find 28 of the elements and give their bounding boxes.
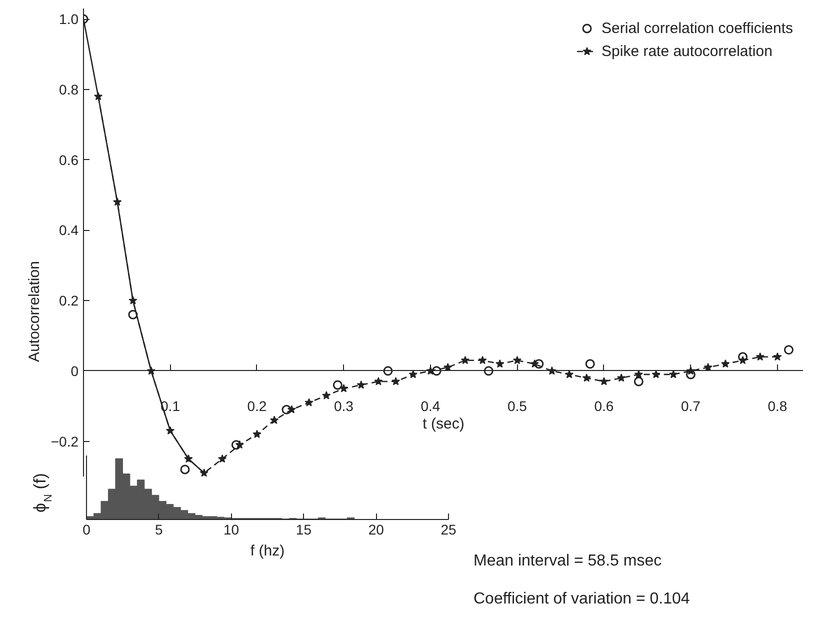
x-tick-label: 5 [155, 522, 164, 538]
x-tick-label: 0.5 [508, 398, 528, 414]
x-tick-label: 0.7 [681, 398, 701, 414]
x-tick-label: 0 [82, 522, 91, 538]
legend-label: Serial correlation coefficients [602, 20, 793, 36]
y-tick-label: 0.8 [59, 81, 79, 98]
text: Coefficient of variation = 0.104 [474, 590, 690, 608]
x-tick-label: 0.2 [247, 398, 267, 414]
legend-label: Spike rate autocorrelation [602, 42, 772, 60]
x-tick-label: 0.4 [420, 398, 440, 414]
y-tick-label: −0.2 [50, 433, 79, 450]
x-axis-title: f (hz) [250, 542, 285, 560]
x-axis-title: t (sec) [422, 416, 464, 432]
y-tick-label: 0 [70, 362, 79, 379]
x-tick-label: 0.3 [334, 398, 354, 414]
y-tick-label: 0.6 [59, 152, 79, 168]
y-axis-title: ϕN (f) [30, 473, 54, 512]
x-tick-label: 0.6 [594, 398, 614, 414]
y-tick-label: 0.2 [59, 292, 79, 309]
y-tick-label: 0.4 [59, 222, 79, 238]
x-tick-label: 25 [440, 522, 456, 538]
x-tick-label: 15 [296, 522, 312, 538]
text: Mean interval = 58.5 msec [474, 552, 662, 570]
x-tick-label: 20 [368, 522, 384, 538]
y-tick-label: 1.0 [59, 11, 79, 28]
x-tick-label: 10 [224, 522, 240, 538]
y-axis-title: Autocorrelation [26, 261, 43, 362]
x-tick-label: 0.8 [768, 398, 788, 414]
